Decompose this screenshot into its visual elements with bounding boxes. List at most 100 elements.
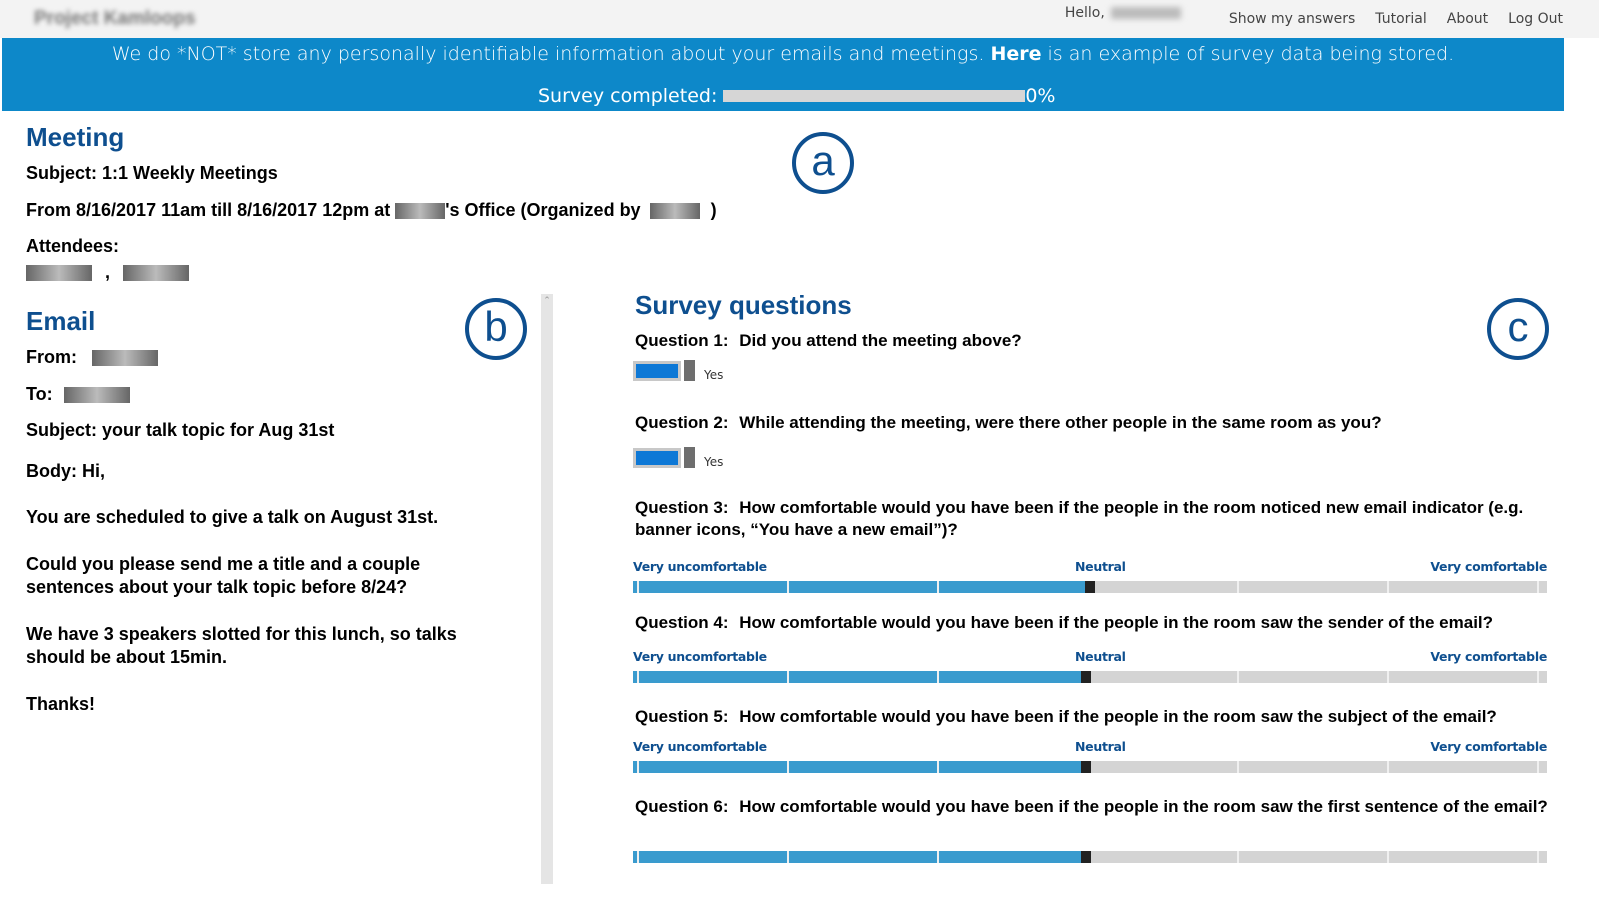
progress-bar bbox=[723, 90, 1026, 102]
slider-thumb[interactable] bbox=[1085, 581, 1095, 593]
redacted-recipient bbox=[63, 387, 130, 404]
scale-label-mid: Neutral bbox=[1075, 559, 1126, 574]
scroll-up-arrow-icon[interactable]: ⌃ bbox=[543, 295, 551, 305]
slider-tick bbox=[1537, 671, 1539, 683]
attendees-label: Attendees: bbox=[26, 236, 120, 256]
question-2: Question 2: While attending the meeting,… bbox=[635, 412, 1555, 434]
email-body-paragraph: Could you please send me a title and a c… bbox=[26, 554, 421, 597]
question-3: Question 3: How comfortable would you ha… bbox=[635, 497, 1555, 541]
question-4-scale-labels: Very uncomfortable Neutral Very comforta… bbox=[633, 649, 1547, 665]
question-2-toggle[interactable]: Yes bbox=[633, 447, 724, 469]
meeting-time-text: From 8/16/2017 11am till 8/16/2017 12pm … bbox=[26, 200, 391, 220]
question-3-slider[interactable] bbox=[633, 581, 1547, 593]
toggle-track bbox=[633, 361, 681, 381]
slider-tick bbox=[1237, 851, 1239, 863]
scale-label-left: Very uncomfortable bbox=[633, 649, 767, 664]
slider-tick bbox=[1387, 761, 1389, 773]
slider-tick bbox=[637, 581, 639, 593]
notice-text: We do *NOT* store any personally identif… bbox=[111, 43, 991, 65]
annotation-badge-a: a bbox=[792, 132, 854, 194]
slider-thumb[interactable] bbox=[1081, 671, 1091, 683]
slider-thumb[interactable] bbox=[1081, 761, 1091, 773]
slider-tick bbox=[787, 671, 789, 683]
slider-fill bbox=[633, 761, 1081, 773]
question-text: Did you attend the meeting above? bbox=[739, 331, 1022, 350]
email-body-label: Body: Hi, bbox=[26, 461, 105, 481]
email-scrollbar[interactable]: ⌃ bbox=[541, 294, 553, 884]
redacted-attendee bbox=[26, 265, 92, 282]
email-body-paragraph: Thanks! bbox=[26, 694, 96, 714]
toggle-fill bbox=[636, 364, 678, 378]
slider-tick bbox=[1537, 851, 1539, 863]
redacted-username bbox=[1110, 7, 1181, 19]
attendee-separator: , bbox=[105, 262, 111, 282]
question-number: Question 1: bbox=[635, 331, 729, 350]
to-label: To: bbox=[26, 384, 53, 404]
email-body-paragraph: You are scheduled to give a talk on Augu… bbox=[26, 507, 439, 527]
question-6-slider[interactable] bbox=[633, 851, 1547, 863]
meeting-heading: Meeting bbox=[26, 122, 125, 152]
scale-label-left: Very uncomfortable bbox=[633, 739, 767, 754]
question-4-slider[interactable] bbox=[633, 671, 1547, 683]
question-5: Question 5: How comfortable would you ha… bbox=[635, 706, 1555, 728]
toggle-value: Yes bbox=[704, 455, 724, 469]
question-text: How comfortable would you have been if t… bbox=[739, 797, 1548, 816]
question-number: Question 4: bbox=[635, 613, 729, 632]
question-3-scale-labels: Very uncomfortable Neutral Very comforta… bbox=[633, 559, 1547, 575]
scale-label-mid: Neutral bbox=[1075, 649, 1126, 664]
slider-tick bbox=[787, 581, 789, 593]
show-my-answers-link[interactable]: Show my answers bbox=[1228, 11, 1356, 27]
scale-label-right: Very comfortable bbox=[1430, 739, 1547, 754]
progress-value: 0% bbox=[1025, 85, 1056, 107]
slider-tick bbox=[937, 671, 939, 683]
slider-thumb[interactable] bbox=[1081, 851, 1091, 863]
meeting-time-close: ) bbox=[710, 200, 717, 220]
question-number: Question 6: bbox=[635, 797, 729, 816]
progress-label: Survey completed: bbox=[538, 85, 718, 107]
question-1-toggle[interactable]: Yes bbox=[633, 360, 723, 382]
toggle-track bbox=[633, 448, 681, 468]
question-6: Question 6: How comfortable would you ha… bbox=[635, 796, 1555, 818]
question-1: Question 1: Did you attend the meeting a… bbox=[635, 330, 1555, 352]
tutorial-link[interactable]: Tutorial bbox=[1375, 11, 1427, 27]
slider-tick bbox=[937, 851, 939, 863]
user-greeting: Hello, bbox=[1065, 5, 1181, 21]
slider-tick bbox=[1237, 581, 1239, 593]
slider-tick bbox=[937, 581, 939, 593]
slider-fill bbox=[633, 851, 1081, 863]
redacted-attendee bbox=[123, 265, 190, 282]
question-text: While attending the meeting, were there … bbox=[739, 413, 1382, 432]
redacted-sender bbox=[92, 350, 159, 367]
question-number: Question 3: bbox=[635, 498, 729, 517]
example-data-link[interactable]: Here bbox=[990, 43, 1042, 65]
slider-tick bbox=[1237, 761, 1239, 773]
about-link[interactable]: About bbox=[1446, 11, 1489, 27]
scale-label-right: Very comfortable bbox=[1430, 649, 1547, 664]
email-from: From: bbox=[26, 347, 159, 368]
survey-progress: Survey completed: 0% bbox=[538, 85, 1056, 107]
log-out-link[interactable]: Log Out bbox=[1508, 11, 1563, 27]
from-label: From: bbox=[26, 347, 77, 367]
redacted-organizer bbox=[649, 203, 700, 220]
scale-label-right: Very comfortable bbox=[1430, 559, 1547, 574]
toggle-knob[interactable] bbox=[684, 447, 695, 468]
question-5-slider[interactable] bbox=[633, 761, 1547, 773]
privacy-banner: We do *NOT* store any personally identif… bbox=[2, 38, 1564, 111]
email-heading: Email bbox=[26, 306, 96, 336]
toggle-knob[interactable] bbox=[684, 360, 695, 381]
annotation-badge-c: c bbox=[1487, 298, 1549, 360]
email-panel: Email From: To: Subject: your talk topic… bbox=[0, 290, 540, 905]
slider-tick bbox=[1537, 581, 1539, 593]
meeting-subject: Subject: 1:1 Weekly Meetings bbox=[26, 163, 278, 183]
question-4: Question 4: How comfortable would you ha… bbox=[635, 612, 1555, 634]
slider-tick bbox=[637, 851, 639, 863]
brand-logo[interactable]: Project Kamloops bbox=[34, 8, 196, 29]
slider-tick bbox=[787, 851, 789, 863]
email-body: You are scheduled to give a talk on Augu… bbox=[26, 506, 496, 740]
slider-tick bbox=[1387, 671, 1389, 683]
toggle-fill bbox=[636, 451, 678, 465]
question-text: How comfortable would you have been if t… bbox=[739, 707, 1497, 726]
top-navbar: Project Kamloops Hello, Show my answers … bbox=[0, 0, 1599, 38]
meeting-time: From 8/16/2017 11am till 8/16/2017 12pm … bbox=[26, 200, 717, 221]
slider-tick bbox=[1537, 761, 1539, 773]
